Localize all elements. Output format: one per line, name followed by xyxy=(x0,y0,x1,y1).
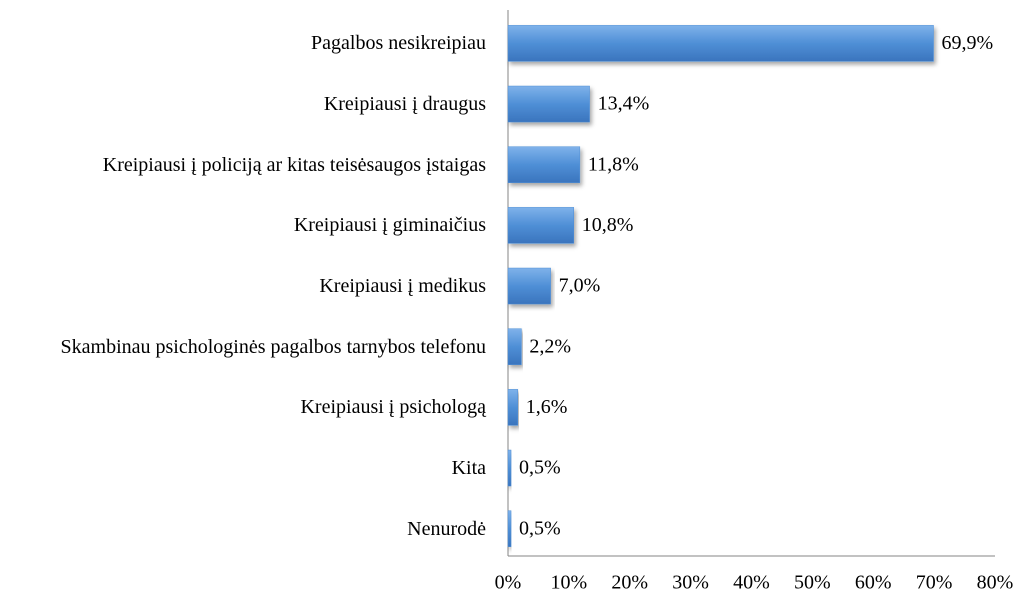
bar xyxy=(507,85,590,123)
category-label: Kreipiausi į giminaičius xyxy=(293,214,486,237)
x-tick-label: 60% xyxy=(855,572,892,594)
category-label: Skambinau psichologinės pagalbos tarnybo… xyxy=(60,335,486,358)
data-label: 1,6% xyxy=(526,396,568,418)
data-label: 7,0% xyxy=(559,275,601,297)
data-label: 13,4% xyxy=(598,93,650,115)
data-label: 11,8% xyxy=(588,153,639,175)
x-tick-label: 70% xyxy=(916,572,953,594)
x-tick-label: 50% xyxy=(794,572,831,594)
x-tick-label: 0% xyxy=(495,572,522,594)
category-label: Pagalbos nesikreipiau xyxy=(311,32,486,55)
bar xyxy=(507,389,518,426)
category-label: Kita xyxy=(451,457,486,480)
bar xyxy=(507,267,551,305)
x-tick-label: 20% xyxy=(611,572,648,594)
x-tick-label: 30% xyxy=(672,572,709,594)
x-tick-label: 80% xyxy=(977,572,1014,594)
category-label: Kreipiausi į psichologą xyxy=(300,396,486,419)
data-label: 69,9% xyxy=(942,32,994,54)
data-label: 0,5% xyxy=(519,517,561,539)
bar xyxy=(507,146,581,183)
bar xyxy=(507,510,512,547)
category-label: Kreipiausi į policiją ar kitas teisėsaug… xyxy=(102,153,486,176)
data-label: 10,8% xyxy=(582,214,634,236)
bar xyxy=(507,25,934,62)
data-label: 2,2% xyxy=(529,335,571,357)
bar xyxy=(507,328,522,365)
bar xyxy=(507,449,512,487)
x-tick-label: 40% xyxy=(733,572,770,594)
category-label: Kreipiausi į medikus xyxy=(319,275,486,298)
category-label: Kreipiausi į draugus xyxy=(323,93,486,116)
bar xyxy=(507,207,574,244)
x-tick-label: 10% xyxy=(551,572,588,594)
data-label: 0,5% xyxy=(519,457,561,479)
category-label: Nenurodė xyxy=(407,517,486,540)
